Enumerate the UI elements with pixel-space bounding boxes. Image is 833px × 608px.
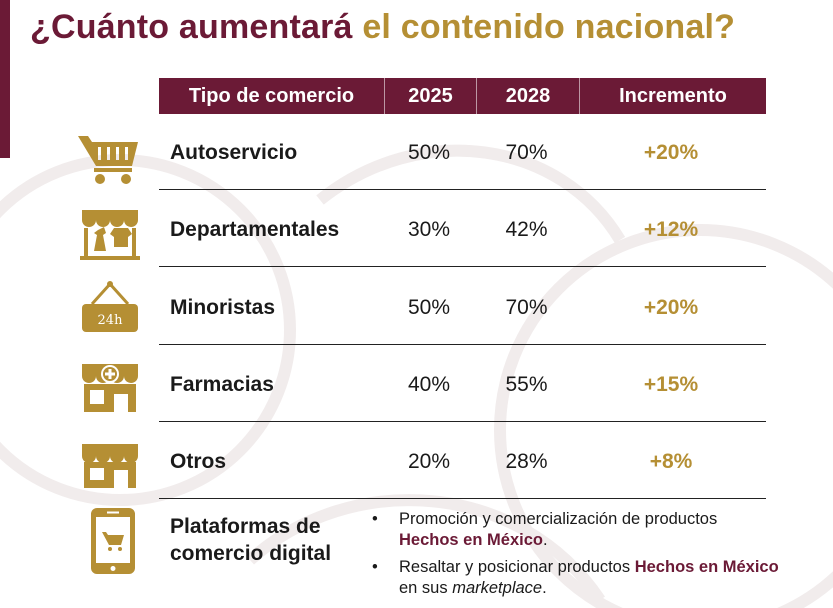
header-2028: 2028 — [477, 78, 580, 114]
row-type: Minoristas — [170, 296, 276, 319]
bullet-item: Promoción y comercialización de producto… — [372, 509, 792, 551]
row-2025: 20% — [407, 450, 451, 473]
bullet-1-highlight: Hechos en México — [399, 531, 543, 549]
row-increment: +8% — [649, 450, 693, 473]
accent-bar — [0, 0, 10, 158]
header-increment: Incremento — [619, 84, 727, 107]
digital-platforms-label: Plataformas de comercio digital — [170, 513, 331, 567]
row-type: Farmacias — [170, 373, 274, 396]
header-2025: 2025 — [385, 78, 477, 114]
row-increment: +20% — [643, 141, 699, 164]
row-divider — [159, 498, 766, 499]
row-divider — [159, 421, 766, 422]
bullet-2-mid: en sus — [399, 579, 448, 597]
row-2028: 28% — [505, 450, 548, 473]
bullet-item: Resaltar y posicionar productos Hechos e… — [372, 557, 792, 599]
title-part-2: el contenido nacional? — [362, 8, 736, 46]
header-type: Tipo de comercio — [159, 78, 385, 114]
bullet-1-end: . — [542, 531, 548, 549]
table-header: Tipo de comercio 2025 2028 Incremento — [159, 78, 766, 114]
row-increment: +12% — [643, 218, 699, 241]
shopping-cart-icon — [78, 136, 138, 184]
smartphone-cart-icon — [91, 508, 135, 574]
digital-label-line-1: Plataformas de — [170, 515, 321, 538]
row-2025: 50% — [407, 296, 451, 319]
row-2025: 50% — [407, 141, 451, 164]
page-title: ¿Cuánto aumentará el contenido nacional? — [30, 8, 735, 47]
row-type: Otros — [170, 450, 227, 473]
pharmacy-icon — [82, 364, 138, 412]
row-divider — [159, 189, 766, 190]
row-type: Autoservicio — [170, 141, 298, 164]
title-part-1: ¿Cuánto aumentará — [30, 8, 353, 46]
digital-label-line-2: comercio digital — [170, 542, 332, 565]
row-2028: 70% — [505, 296, 548, 319]
bullet-2-italic: marketplace — [452, 579, 543, 597]
bullet-2-text: Resaltar y posicionar productos — [399, 558, 631, 576]
row-divider — [159, 266, 766, 267]
department-store-icon — [80, 210, 140, 260]
row-2028: 42% — [505, 218, 548, 241]
bullet-1-text: Promoción y comercialización de producto… — [399, 510, 718, 528]
row-2028: 70% — [505, 141, 548, 164]
digital-bullets: Promoción y comercialización de producto… — [372, 509, 792, 605]
bullet-2-highlight: Hechos en México — [634, 558, 779, 576]
row-increment: +20% — [643, 296, 699, 319]
sign-text: 24h — [98, 313, 124, 328]
row-2028: 55% — [505, 373, 548, 396]
row-divider — [159, 344, 766, 345]
row-increment: +15% — [643, 373, 699, 396]
shop-icon — [82, 444, 138, 488]
bullet-2-end: . — [542, 579, 547, 597]
row-2025: 30% — [407, 218, 451, 241]
row-2025: 40% — [407, 373, 451, 396]
open-24h-sign-icon: 24h — [82, 281, 138, 332]
row-type: Departamentales — [170, 218, 340, 241]
